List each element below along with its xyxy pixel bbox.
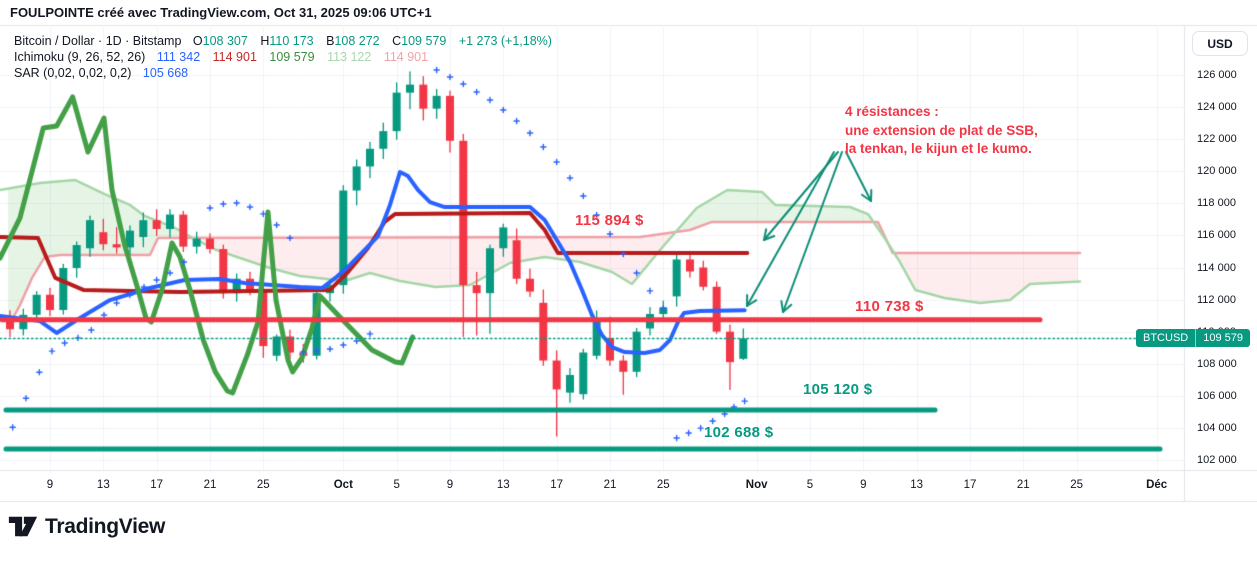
close-label: C bbox=[392, 34, 402, 48]
time-axis-label: 17 bbox=[550, 479, 564, 491]
footer: TradingView bbox=[8, 513, 165, 540]
time-axis-label: 21 bbox=[1016, 479, 1030, 491]
chikou-value: 109 579 bbox=[269, 50, 315, 64]
price-axis-label: 120 000 bbox=[1197, 165, 1237, 178]
close-value: 109 579 bbox=[401, 34, 447, 48]
low-value: 108 272 bbox=[334, 34, 380, 48]
chart-legend: Bitcoin / Dollar · 1D · Bitstamp O108 30… bbox=[14, 33, 552, 81]
time-axis-label: 25 bbox=[1070, 479, 1084, 491]
time-axis-label: 25 bbox=[656, 479, 670, 491]
level-label-110738: 110 738 $ bbox=[855, 298, 924, 315]
time-axis-label: 9 bbox=[446, 479, 454, 491]
price-axis-label: 122 000 bbox=[1197, 133, 1237, 146]
page-title: FOULPOINTE créé avec TradingView.com, Oc… bbox=[10, 5, 432, 20]
price-axis-label: 124 000 bbox=[1197, 101, 1237, 114]
symbol-title[interactable]: Bitcoin / Dollar · 1D · Bitstamp bbox=[14, 34, 182, 48]
tradingview-wordmark[interactable]: TradingView bbox=[45, 514, 166, 538]
price-axis-label: 108 000 bbox=[1197, 357, 1237, 370]
tenkan-value: 111 342 bbox=[156, 50, 201, 64]
ssb-value: 114 901 bbox=[383, 50, 429, 64]
price-axis[interactable]: 126 000 124 000 122 000 120 000 118 000 116 0… bbox=[1185, 25, 1257, 470]
annotation-line-3: la tenkan, le kijun et le kumo. bbox=[845, 141, 1032, 156]
level-label-105120: 105 120 $ bbox=[803, 381, 873, 398]
legend-ichimoku-row[interactable]: Ichimoku (9, 26, 52, 26) 111 342 114 901… bbox=[14, 49, 552, 65]
open-value: 108 307 bbox=[202, 34, 248, 48]
high-label: H bbox=[260, 34, 270, 48]
level-label-102688: 102 688 $ bbox=[704, 424, 774, 441]
time-axis-label: 9 bbox=[46, 479, 54, 491]
last-price-badge: BTCUSD 109 579 bbox=[1136, 329, 1250, 348]
annotation-line-1: 4 résistances : bbox=[845, 104, 939, 119]
time-axis-label: 13 bbox=[496, 479, 510, 491]
price-axis-label: 114 000 bbox=[1197, 261, 1236, 274]
time-axis-label: Oct bbox=[333, 479, 353, 491]
badge-price: 109 579 bbox=[1195, 329, 1250, 348]
price-axis-label: 104 000 bbox=[1197, 421, 1237, 434]
high-value: 110 173 bbox=[269, 34, 314, 48]
time-axis-label: 25 bbox=[256, 479, 270, 491]
price-axis-label: 116 000 bbox=[1197, 229, 1236, 242]
price-axis-label: 102 000 bbox=[1197, 454, 1237, 466]
change-value: +1 273 (+1,18%) bbox=[458, 34, 552, 48]
time-axis-label: 17 bbox=[150, 479, 164, 491]
time-axis-label: 9 bbox=[860, 479, 867, 491]
price-axis-label: 106 000 bbox=[1197, 389, 1237, 402]
time-axis-label: 17 bbox=[963, 479, 977, 491]
legend-sar-row[interactable]: SAR (0,02, 0,02, 0,2) 105 668 bbox=[14, 65, 552, 81]
ichimoku-title[interactable]: Ichimoku (9, 26, 52, 26) bbox=[14, 50, 146, 64]
legend-symbol-row[interactable]: Bitcoin / Dollar · 1D · Bitstamp O108 30… bbox=[14, 33, 552, 49]
sar-value: 105 668 bbox=[142, 66, 189, 80]
open-label: O bbox=[192, 34, 203, 48]
kijun-value: 114 901 bbox=[212, 50, 257, 64]
time-axis-label: Déc bbox=[1146, 479, 1168, 491]
price-axis-label: 126 000 bbox=[1197, 69, 1237, 81]
time-axis-label: 21 bbox=[603, 479, 617, 491]
time-axis-label: 21 bbox=[203, 479, 217, 491]
badge-symbol: BTCUSD bbox=[1143, 332, 1189, 345]
price-axis-label: 112 000 bbox=[1197, 293, 1236, 306]
time-axis-label: 13 bbox=[96, 479, 110, 491]
annotation-line-2: une extension de plat de SSB, bbox=[845, 122, 1038, 138]
tradingview-logo-icon[interactable] bbox=[8, 513, 38, 540]
time-axis-label: 5 bbox=[806, 479, 814, 491]
resistance-annotation: 4 résistances : une extension de plat de… bbox=[845, 103, 1038, 159]
level-label-115894: 115 894 $ bbox=[575, 212, 644, 229]
currency-usd-button[interactable]: USD bbox=[1192, 31, 1248, 56]
ssa-value: 113 122 bbox=[327, 50, 372, 64]
sar-title[interactable]: SAR (0,02, 0,02, 0,2) bbox=[14, 66, 132, 80]
time-axis-label: 13 bbox=[910, 479, 924, 491]
time-axis-label: Nov bbox=[745, 479, 768, 491]
time-axis[interactable]: 9 13 17 21 25 Oct 5 9 13 17 21 25 Nov 5 9 13 17 21 25 Déc bbox=[0, 470, 1257, 502]
price-axis-label: 118 000 bbox=[1197, 197, 1236, 210]
time-axis-label: 5 bbox=[393, 479, 400, 491]
low-label: B bbox=[326, 34, 335, 48]
